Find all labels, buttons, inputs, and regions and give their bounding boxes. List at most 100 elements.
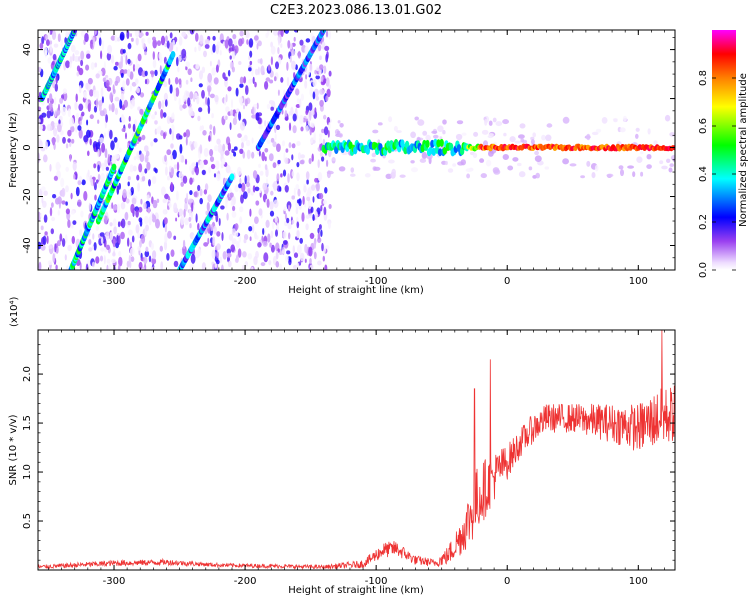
heat-speckle [248,78,253,84]
heat-speckle [328,70,332,77]
heat-speckle [280,30,284,37]
heat-speckle [270,190,274,196]
heat-speckle [313,251,317,260]
heat-speckle [258,163,261,168]
heat-speckle [39,140,43,149]
heat-speckle [442,130,446,135]
heat-speckle [221,264,224,270]
heat-speckle [664,114,671,122]
heat-speckle [43,154,48,163]
heat-speckle [106,244,110,250]
heat-speckle [241,264,245,270]
heat-speckle [69,61,72,69]
heat-speckle [492,117,497,123]
heat-speckle [144,79,148,85]
heat-speckle [319,136,322,145]
heat-speckle [118,61,123,69]
heat-speckle [239,177,242,185]
heat-speckle [285,148,289,153]
heat-speckle [287,222,292,230]
heat-speckle [268,153,274,162]
heat-speckle [215,160,220,170]
heat-speckle [139,92,145,98]
heat-speckle [78,84,82,94]
heat-speckle [305,125,309,133]
heat-speckle [219,49,222,56]
heat-speckle [137,182,141,192]
heat-speckle [214,145,219,152]
y-tick-label: 20 [22,92,33,105]
heat-speckle [275,229,278,237]
heat-speckle [465,168,473,173]
heat-speckle [113,65,118,71]
heat-speckle [460,159,466,166]
heat-speckle [251,224,255,234]
heat-speckle [296,262,300,270]
heat-speckle [580,175,585,179]
heat-speckle [170,167,175,176]
heat-speckle [225,115,228,121]
y-tick-label: 0.5 [22,513,33,529]
heat-speckle [120,93,125,101]
heat-speckle [324,45,330,52]
heat-speckle [127,176,131,181]
heat-speckle [295,206,299,215]
heat-speckle [197,223,200,231]
heat-speckle [175,46,178,52]
heat-speckle [49,207,53,217]
heat-speckle [209,149,214,157]
heat-speckle [292,245,295,254]
heat-speckle [270,230,274,239]
heat-speckle [129,71,134,80]
heat-speckle [59,97,64,104]
heat-speckle [447,168,454,173]
heat-speckle [139,108,144,115]
heat-speckle [260,262,266,267]
heat-speckle [235,241,240,249]
heat-speckle [69,117,74,127]
heat-speckle [305,74,308,80]
heat-speckle [95,98,99,108]
heat-speckle [124,211,129,221]
heat-speckle [302,195,305,205]
heat-speckle [254,216,259,224]
heat-speckle [100,87,104,98]
heat-speckle [317,260,322,266]
heat-speckle [312,91,316,100]
heat-speckle [93,163,97,169]
heat-speckle [216,243,221,251]
heat-speckle [141,266,145,270]
heat-speckle [399,174,406,178]
heat-speckle [304,201,307,208]
heat-speckle [103,132,107,138]
heat-speckle [45,34,48,40]
heat-speckle [201,125,205,131]
heat-speckle [135,209,139,218]
colorbar-tick-label: 0.8 [698,70,709,86]
heat-speckle [488,120,493,126]
spectrogram-y-axis-label: Frequency (Hz) [8,112,19,188]
heat-speckle [53,43,59,48]
heat-speckle [215,44,220,55]
heat-speckle [40,186,46,192]
heat-speckle [128,115,131,122]
heat-speckle [175,87,180,97]
heat-speckle [268,260,272,266]
heat-speckle [288,204,290,210]
heat-speckle [328,204,332,209]
heat-speckle [120,72,124,78]
heat-speckle [268,100,274,105]
heat-speckle [59,233,63,242]
heat-speckle [97,173,101,181]
heat-speckle [49,93,53,102]
heat-speckle [195,161,199,169]
heat-speckle [417,119,425,126]
heat-speckle [38,153,41,163]
heat-speckle [161,186,166,196]
heat-speckle [108,104,111,112]
heat-speckle [183,208,186,218]
heat-speckle [97,180,103,189]
heat-speckle [300,154,305,159]
heat-speckle [318,192,324,200]
